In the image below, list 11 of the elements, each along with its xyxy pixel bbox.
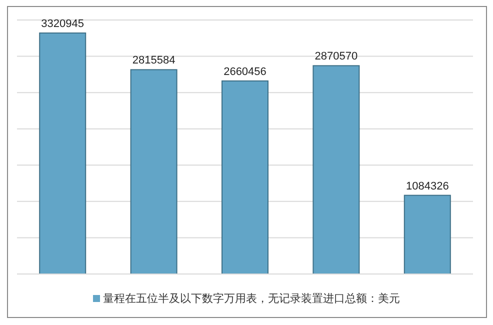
bar bbox=[404, 194, 451, 274]
legend-label: 量程在五位半及以下数字万用表，无记录装置进口总额：美元 bbox=[103, 292, 400, 305]
bar bbox=[130, 69, 178, 274]
data-label: 2815584 bbox=[132, 54, 176, 67]
bar bbox=[312, 65, 360, 274]
data-label: 1084326 bbox=[406, 180, 449, 192]
data-label: 3320945 bbox=[41, 18, 84, 30]
bar bbox=[39, 32, 86, 274]
data-label: 2870570 bbox=[314, 50, 358, 63]
data-label: 2660456 bbox=[224, 66, 266, 78]
bar bbox=[222, 80, 268, 274]
